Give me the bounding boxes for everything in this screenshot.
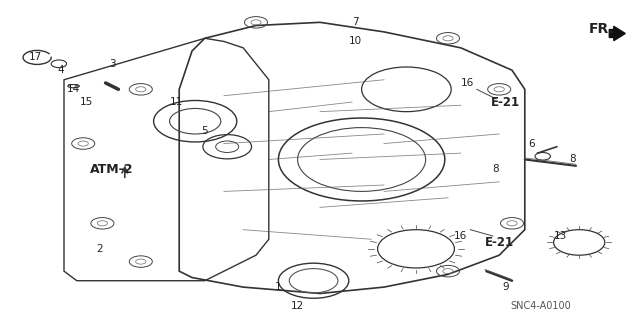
- Text: 17: 17: [29, 52, 42, 63]
- Text: E-21: E-21: [484, 236, 514, 249]
- Text: 3: 3: [109, 59, 115, 69]
- Text: 7: 7: [352, 17, 358, 27]
- Text: 10: 10: [349, 36, 362, 47]
- Text: 14: 14: [67, 84, 80, 94]
- Text: 8: 8: [570, 154, 576, 165]
- FancyArrow shape: [609, 26, 625, 41]
- Text: E-21: E-21: [491, 96, 520, 108]
- Text: 12: 12: [291, 301, 304, 311]
- Text: 2: 2: [96, 244, 102, 254]
- Text: 8: 8: [493, 164, 499, 174]
- Text: 5: 5: [202, 126, 208, 136]
- Text: 11: 11: [170, 97, 182, 107]
- Text: 13: 13: [554, 231, 566, 241]
- Text: 6: 6: [528, 138, 534, 149]
- Text: 16: 16: [454, 231, 467, 241]
- Text: 15: 15: [80, 97, 93, 107]
- Text: 1: 1: [275, 282, 282, 292]
- Text: SNC4-A0100: SNC4-A0100: [511, 301, 571, 311]
- Text: ATM-2: ATM-2: [90, 163, 134, 175]
- Text: 16: 16: [461, 78, 474, 88]
- Text: FR.: FR.: [589, 22, 614, 36]
- Text: 4: 4: [58, 65, 64, 75]
- Text: 9: 9: [502, 282, 509, 292]
